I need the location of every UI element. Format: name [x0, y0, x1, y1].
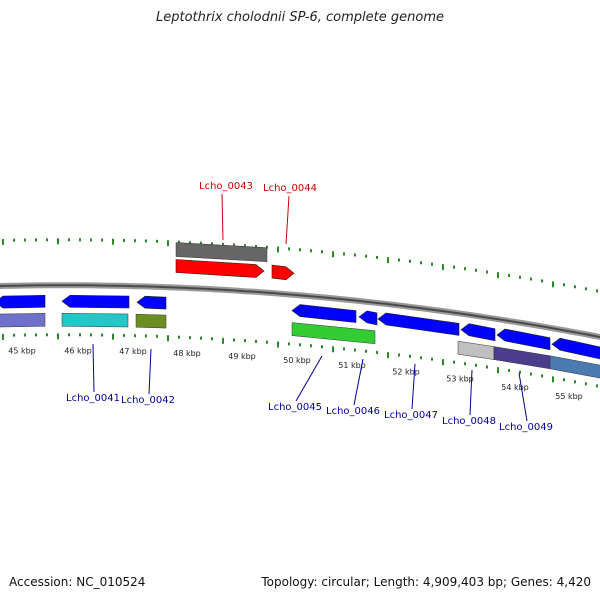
- gene-arrow-reverse: [460, 323, 496, 342]
- accession-text: Accession: NC_010524: [9, 575, 146, 589]
- inner-tick-track: [2, 333, 598, 388]
- gene-label: Lcho_0044: [263, 183, 317, 194]
- label-leader-line: [148, 348, 152, 395]
- kbp-label: 46 kbp: [64, 346, 92, 355]
- gene-label: Lcho_0049: [499, 422, 553, 433]
- gene-label: Lcho_0045: [268, 402, 322, 413]
- gene-label: Lcho_0047: [384, 410, 438, 421]
- reverse-cds-bar: [549, 355, 600, 379]
- kbp-label: 49 kbp: [228, 352, 256, 361]
- gene-label: Lcho_0042: [121, 395, 175, 406]
- label-leader-line: [518, 372, 528, 422]
- kbp-label: 50 kbp: [283, 356, 311, 365]
- genome-backbone: [0, 282, 600, 341]
- gene-arrow-reverse: [0, 294, 46, 309]
- gene-arrow-reverse: [377, 312, 460, 336]
- gene-arrow-reverse: [291, 304, 357, 323]
- reverse-cds-bar: [457, 340, 495, 360]
- gene-label: Lcho_0046: [326, 406, 380, 417]
- gene-arrow-lcho-0044: [271, 264, 295, 281]
- gene-arrow-reverse: [358, 310, 378, 326]
- kbp-label: 47 kbp: [119, 347, 147, 356]
- genome-summary-text: Topology: circular; Length: 4,909,403 bp…: [261, 575, 591, 589]
- gene-arrow-reverse: [496, 328, 551, 351]
- gene-arrow-reverse: [61, 294, 130, 309]
- label-leader-line: [92, 343, 95, 393]
- reverse-cds-bar: [0, 313, 46, 328]
- kbp-label: 55 kbp: [555, 392, 583, 401]
- label-leader-line: [411, 363, 416, 410]
- kbp-label: 48 kbp: [173, 349, 201, 358]
- outer-tick-track: [2, 238, 598, 293]
- kbp-label: 45 kbp: [8, 347, 36, 356]
- label-leader-line: [469, 369, 473, 416]
- forward-cds-bar: [175, 242, 268, 262]
- reverse-cds-bar: [61, 313, 129, 328]
- label-leader-line: [353, 358, 364, 406]
- gene-arrow-lcho-0043: [175, 259, 265, 278]
- kbp-label: 54 kbp: [501, 383, 529, 392]
- kbp-label: 51 kbp: [338, 361, 366, 370]
- reverse-cds-bar: [135, 313, 167, 329]
- kbp-label: 53 kbp: [446, 375, 474, 384]
- gene-arrow-reverse: [136, 295, 167, 310]
- map-title: Leptothrix cholodnii SP-6, complete geno…: [156, 10, 444, 25]
- label-leader-line: [221, 193, 224, 241]
- gene-label: Lcho_0048: [442, 416, 496, 427]
- gene-label-layer: 45 kbp 46 kbp 47 kbp 48 kbp 49 kbp 50 kbp 51 k…: [8, 181, 583, 433]
- label-leader-line: [295, 355, 323, 402]
- gene-label: Lcho_0043: [199, 181, 253, 192]
- reverse-cds-bar: [291, 322, 376, 344]
- feature-track: [0, 242, 600, 379]
- gene-arrow-reverse: [551, 337, 600, 360]
- gene-label: Lcho_0041: [66, 393, 120, 404]
- backbone-core: [0, 284, 600, 339]
- reverse-cds-bar: [493, 346, 551, 370]
- kbp-label: 52 kbp: [392, 367, 420, 376]
- label-leader-line: [285, 195, 290, 245]
